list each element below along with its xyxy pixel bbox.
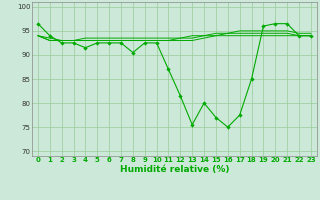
X-axis label: Humidité relative (%): Humidité relative (%) [120,165,229,174]
